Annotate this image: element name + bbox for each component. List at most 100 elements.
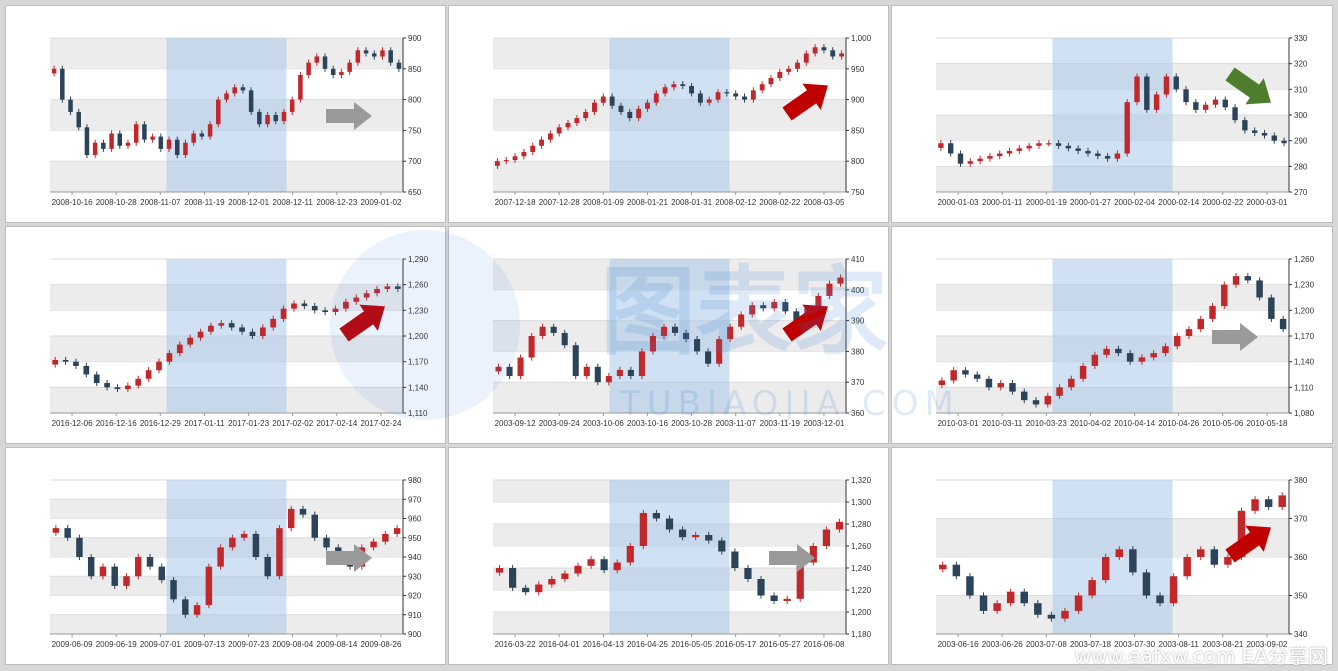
candle xyxy=(948,140,954,157)
x-tick-label: 2010-03-23 xyxy=(1026,419,1067,428)
candle xyxy=(135,375,142,389)
candle xyxy=(166,350,173,365)
candle xyxy=(517,354,524,380)
x-tick-label: 2016-03-22 xyxy=(495,640,536,649)
candle xyxy=(125,139,131,149)
y-tick-label: 1,080 xyxy=(1294,409,1315,418)
candle xyxy=(370,538,377,551)
y-tick-label: 900 xyxy=(408,34,422,43)
x-tick-label: 2010-05-18 xyxy=(1246,419,1287,428)
candle xyxy=(605,372,612,386)
candle xyxy=(1251,496,1259,514)
candle xyxy=(600,556,608,574)
candle xyxy=(174,136,180,159)
y-tick-label: 1,140 xyxy=(1294,358,1315,367)
candle xyxy=(205,563,213,609)
candle xyxy=(738,311,745,330)
candle xyxy=(353,294,360,305)
highlight-region xyxy=(1052,259,1173,413)
x-tick-label: 2003-08-11 xyxy=(1159,640,1200,649)
candle xyxy=(199,130,205,140)
candle xyxy=(724,89,730,97)
candle xyxy=(830,47,836,60)
candle xyxy=(837,274,844,287)
y-tick-label: 320 xyxy=(1294,60,1308,69)
candle xyxy=(638,348,645,380)
x-tick-label: 2003-10-28 xyxy=(671,419,712,428)
candle xyxy=(574,562,582,577)
candle xyxy=(1020,588,1028,607)
candle xyxy=(145,367,152,382)
candle xyxy=(938,377,946,389)
x-tick-label: 2009-08-14 xyxy=(316,640,357,649)
candle xyxy=(613,559,621,574)
candle xyxy=(125,382,131,393)
candle xyxy=(979,592,988,614)
candle xyxy=(323,534,330,551)
candle xyxy=(193,602,201,618)
candle xyxy=(229,534,236,551)
candle xyxy=(1183,553,1191,580)
x-tick-label: 2016-04-01 xyxy=(539,640,580,649)
x-tick-label: 2008-01-21 xyxy=(627,198,668,207)
candle xyxy=(771,299,778,312)
candle xyxy=(330,65,336,79)
x-tick-label: 2016-05-17 xyxy=(715,640,756,649)
y-tick-label: 1,230 xyxy=(408,306,429,315)
candle xyxy=(973,371,981,382)
x-tick-label: 2003-07-30 xyxy=(1114,640,1155,649)
x-tick-label: 2003-07-18 xyxy=(1070,640,1111,649)
x-tick-label: 2009-01-02 xyxy=(360,198,401,207)
candle xyxy=(382,530,389,545)
candle xyxy=(1232,104,1238,124)
candle xyxy=(60,65,65,103)
y-tick-label: 800 xyxy=(851,157,865,166)
trend-arrow-down-icon xyxy=(1225,67,1271,105)
candle xyxy=(240,84,246,94)
candle xyxy=(248,87,254,115)
candle xyxy=(1091,351,1099,370)
candlestick-chart: 1,110 1,140 1,170 1,200 1,230 1,260 1,290 2016-… xyxy=(50,255,429,428)
x-tick-label: 2003-07-08 xyxy=(1026,640,1067,649)
candle xyxy=(197,328,204,341)
y-tick-label: 970 xyxy=(408,495,422,504)
y-tick-label: 300 xyxy=(1294,111,1308,120)
y-tick-label: 650 xyxy=(408,188,422,197)
x-tick-label: 2008-12-01 xyxy=(228,198,269,207)
candle xyxy=(744,564,752,583)
candle xyxy=(207,121,213,140)
candle xyxy=(1278,492,1286,511)
x-tick-label: 2000-02-14 xyxy=(1158,198,1199,207)
x-tick-label: 2000-02-22 xyxy=(1202,198,1243,207)
candle xyxy=(1209,302,1216,322)
candle xyxy=(636,105,642,122)
candle xyxy=(826,280,833,300)
candle xyxy=(93,371,100,387)
candle xyxy=(150,133,155,143)
candle xyxy=(287,505,295,532)
candle xyxy=(938,140,944,151)
candle xyxy=(1244,273,1252,284)
candle xyxy=(83,362,90,378)
candle xyxy=(1068,375,1075,391)
y-tick-label: 270 xyxy=(1294,188,1308,197)
y-tick-label: 1,220 xyxy=(851,586,872,595)
y-tick-label: 1,200 xyxy=(851,608,872,617)
y-tick-label: 370 xyxy=(851,378,865,387)
candle xyxy=(372,50,377,60)
candle xyxy=(170,577,177,603)
candle xyxy=(240,530,248,541)
candle xyxy=(627,366,634,380)
candle xyxy=(609,93,615,109)
candle xyxy=(111,563,118,589)
candle xyxy=(795,59,800,72)
y-tick-label: 370 xyxy=(1294,515,1308,524)
candle xyxy=(232,84,237,97)
candle xyxy=(1221,281,1228,310)
chart-panel: 1,180 1,200 1,220 1,240 1,260 1,280 1,300 1,320… xyxy=(448,447,889,665)
candle xyxy=(1026,142,1032,152)
x-tick-label: 2008-12-11 xyxy=(273,198,314,207)
site-footer: www.eafxw.com EA分享网 xyxy=(1074,644,1328,668)
candle xyxy=(530,142,536,156)
candle xyxy=(1085,147,1091,157)
